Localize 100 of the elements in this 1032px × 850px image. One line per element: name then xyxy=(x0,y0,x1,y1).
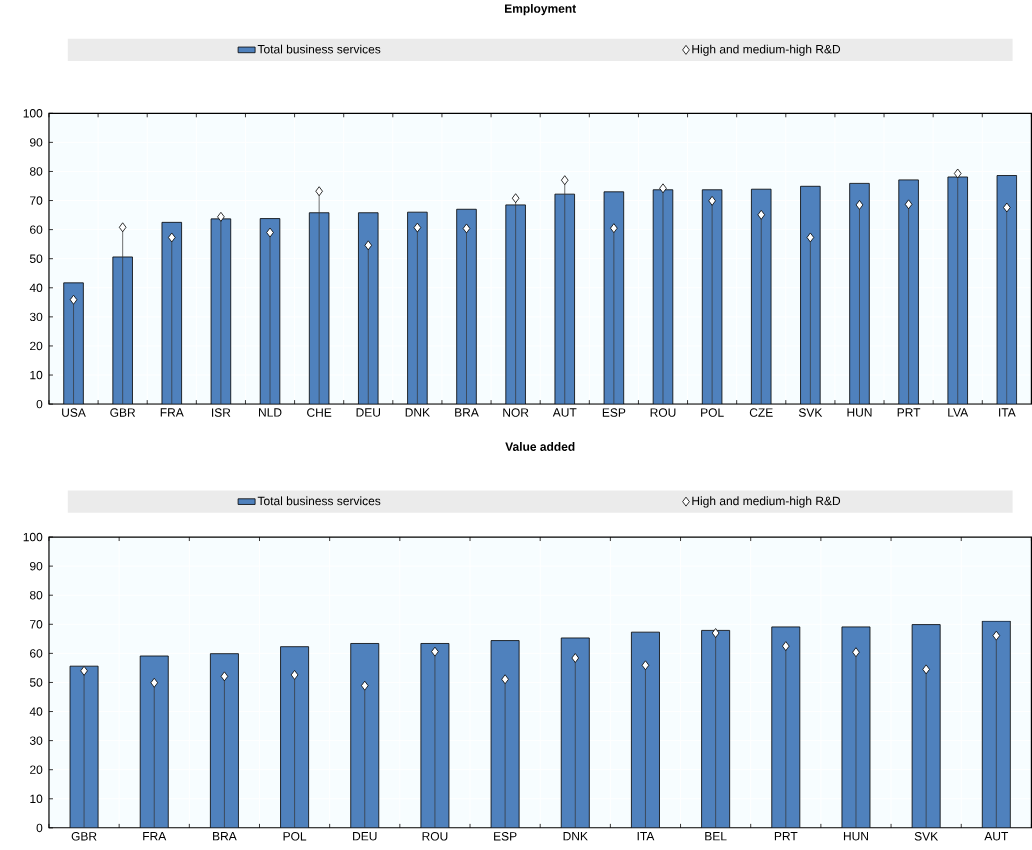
point xyxy=(69,294,78,305)
point xyxy=(560,175,569,186)
bar xyxy=(981,620,1011,828)
point xyxy=(992,630,1001,641)
bar xyxy=(350,643,380,828)
point xyxy=(852,647,860,658)
point xyxy=(855,200,864,210)
point xyxy=(904,199,913,210)
point xyxy=(266,227,274,238)
point xyxy=(360,680,369,691)
y-tick-label: 100 xyxy=(23,532,43,542)
x-tick-label: NLD xyxy=(259,408,282,417)
y-tick-label: 40 xyxy=(29,283,43,293)
point xyxy=(711,628,720,638)
bar xyxy=(631,631,660,828)
x-tick-label: ROU xyxy=(650,408,676,417)
bar xyxy=(701,630,731,828)
x-tick-label: POL xyxy=(283,832,307,841)
x-tick-label: ROU xyxy=(422,832,448,841)
point xyxy=(659,183,667,194)
x-tick-label: USA xyxy=(62,408,86,417)
point xyxy=(757,209,766,220)
point xyxy=(511,193,520,204)
bar xyxy=(69,665,99,828)
y-tick-label: 80 xyxy=(29,591,43,600)
y-tick-label: 90 xyxy=(30,561,43,571)
chart-title: Employment xyxy=(505,4,577,16)
bar xyxy=(841,626,871,828)
x-tick-label: HUN xyxy=(847,408,872,417)
point xyxy=(782,641,790,652)
x-tick-label: DNK xyxy=(563,832,588,841)
point xyxy=(922,664,930,675)
y-tick-label: 100 xyxy=(23,109,43,118)
y-tick-label: 60 xyxy=(30,225,43,234)
point xyxy=(413,222,422,233)
point xyxy=(431,646,439,657)
legend-label: High and medium-high R&D xyxy=(692,496,841,508)
legend-label: High and medium-high R&D xyxy=(692,44,841,56)
chart-title: Value added xyxy=(505,442,575,451)
x-tick-label: SVK xyxy=(798,408,823,417)
x-tick-label: PRT xyxy=(897,408,921,417)
point xyxy=(217,211,225,222)
x-tick-label: SVK xyxy=(914,832,939,841)
point xyxy=(1003,202,1011,213)
bar xyxy=(420,643,450,828)
legend-label: Total business services xyxy=(257,44,381,54)
y-tick-label: 30 xyxy=(29,312,43,322)
point xyxy=(953,168,962,179)
point xyxy=(708,195,716,206)
point xyxy=(364,240,373,251)
bar xyxy=(209,653,239,828)
y-tick-label: 10 xyxy=(30,794,43,804)
point xyxy=(315,186,323,197)
point xyxy=(290,670,299,680)
y-tick-label: 70 xyxy=(30,196,43,205)
x-tick-label: GBR xyxy=(110,408,136,417)
point xyxy=(501,674,509,685)
x-tick-label: CZE xyxy=(749,408,773,417)
y-tick-label: 80 xyxy=(29,167,43,176)
y-tick-label: 30 xyxy=(29,736,43,745)
x-tick-label: ITA xyxy=(637,832,655,841)
y-tick-label: 10 xyxy=(30,370,43,380)
point xyxy=(118,222,127,233)
x-tick-label: DEU xyxy=(353,832,377,841)
x-tick-label: BRA xyxy=(455,408,479,417)
x-tick-label: FRA xyxy=(143,832,167,841)
x-tick-label: ESP xyxy=(494,832,517,841)
point xyxy=(168,232,176,243)
x-tick-label: LVA xyxy=(948,408,969,417)
bar xyxy=(560,637,590,828)
y-tick-label: 0 xyxy=(36,399,43,409)
x-tick-label: AUT xyxy=(984,832,1009,841)
bar xyxy=(280,646,310,828)
y-tick-label: 20 xyxy=(30,765,43,775)
bar xyxy=(490,640,520,828)
y-tick-label: 20 xyxy=(30,341,43,351)
y-tick-label: 70 xyxy=(30,620,43,629)
point xyxy=(150,677,159,688)
x-tick-label: BEL xyxy=(705,832,727,841)
point xyxy=(610,223,618,234)
point xyxy=(220,671,229,682)
x-tick-label: PRT xyxy=(774,832,798,841)
x-tick-label: FRA xyxy=(160,408,184,417)
point xyxy=(80,665,88,676)
legend-label: Total business services xyxy=(257,496,381,506)
y-tick-label: 0 xyxy=(36,823,43,833)
x-tick-label: ISR xyxy=(212,408,231,417)
x-tick-label: ITA xyxy=(999,408,1016,417)
x-tick-label: HUN xyxy=(843,832,868,841)
y-tick-label: 60 xyxy=(30,649,43,658)
bar xyxy=(771,626,801,828)
bar xyxy=(139,655,169,828)
y-tick-label: 90 xyxy=(30,138,43,147)
x-tick-label: ESP xyxy=(602,408,626,417)
x-tick-label: BRA xyxy=(213,832,237,841)
x-tick-label: POL xyxy=(701,408,724,417)
y-tick-label: 50 xyxy=(29,254,43,264)
point xyxy=(806,232,815,243)
point xyxy=(641,660,650,671)
point xyxy=(462,223,471,234)
